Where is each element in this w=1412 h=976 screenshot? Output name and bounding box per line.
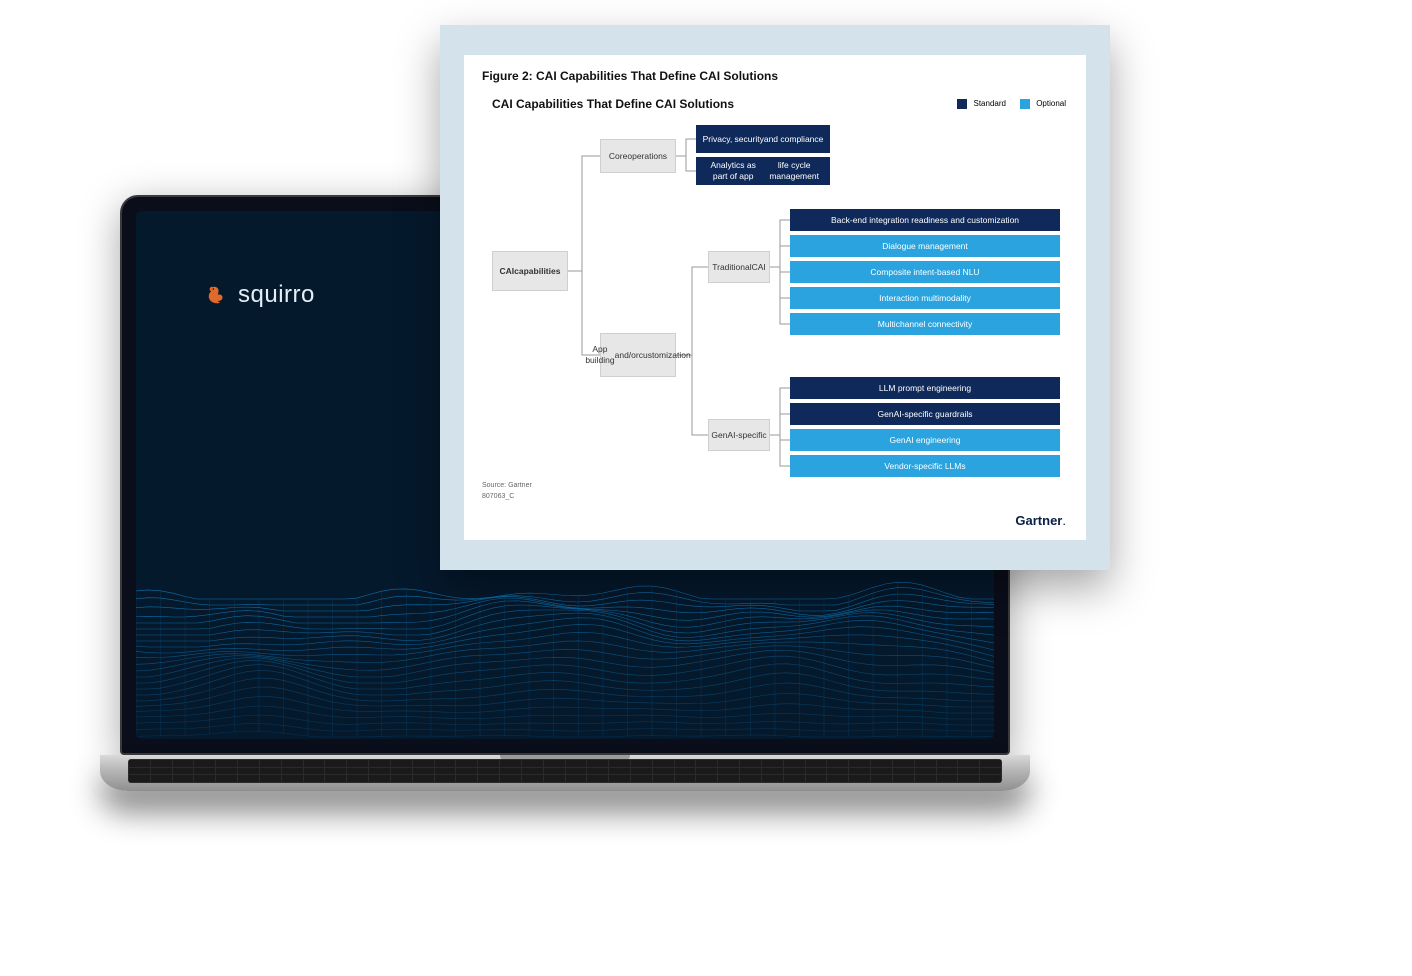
node-dialog: Dialogue management	[790, 235, 1060, 257]
footer-source: Source: Gartner	[482, 480, 532, 491]
legend-optional: Optional	[1020, 99, 1066, 109]
legend-optional-label: Optional	[1036, 99, 1066, 108]
laptop-keyboard	[128, 759, 1002, 783]
node-eng: GenAI engineering	[790, 429, 1060, 451]
diagram-inner: Figure 2: CAI Capabilities That Define C…	[464, 55, 1086, 540]
footer-ref: 807063_C	[482, 491, 532, 502]
node-guard: GenAI-specific guardrails	[790, 403, 1060, 425]
node-app: App buildingand/orcustomization	[600, 333, 676, 377]
node-priv: Privacy, securityand compliance	[696, 125, 830, 153]
node-vendor: Vendor-specific LLMs	[790, 455, 1060, 477]
diagram-card: Figure 2: CAI Capabilities That Define C…	[440, 25, 1110, 570]
brand-logo: squirro	[206, 281, 315, 309]
swatch-standard	[957, 99, 967, 109]
legend-standard: Standard	[957, 99, 1006, 109]
swatch-optional	[1020, 99, 1030, 109]
node-backend: Back-end integration readiness and custo…	[790, 209, 1060, 231]
diagram-footer: Source: Gartner 807063_C	[482, 480, 532, 502]
node-trad: TraditionalCAI	[708, 251, 770, 283]
squirrel-icon	[206, 284, 228, 306]
gartner-text: Gartner	[1015, 513, 1062, 528]
node-root: CAIcapabilities	[492, 251, 568, 291]
node-multi: Interaction multimodality	[790, 287, 1060, 309]
node-genai: GenAI-specific	[708, 419, 770, 451]
node-channel: Multichannel connectivity	[790, 313, 1060, 335]
figure-title: Figure 2: CAI Capabilities That Define C…	[482, 69, 1068, 83]
node-prompt: LLM prompt engineering	[790, 377, 1060, 399]
legend: Standard Optional	[957, 99, 1066, 109]
node-intent: Composite intent-based NLU	[790, 261, 1060, 283]
node-core: Coreoperations	[600, 139, 676, 173]
tree-area: CAIcapabilities Coreoperations App buildin…	[482, 121, 1068, 511]
laptop-base	[100, 755, 1030, 791]
gartner-logo: Gartner.	[1015, 513, 1066, 528]
node-analy: Analytics as part of applife cycle manag…	[696, 157, 830, 185]
legend-standard-label: Standard	[974, 99, 1006, 108]
brand-text: squirro	[238, 281, 315, 309]
